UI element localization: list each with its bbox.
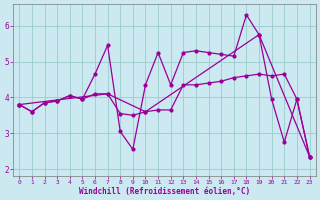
X-axis label: Windchill (Refroidissement éolien,°C): Windchill (Refroidissement éolien,°C) <box>79 187 250 196</box>
